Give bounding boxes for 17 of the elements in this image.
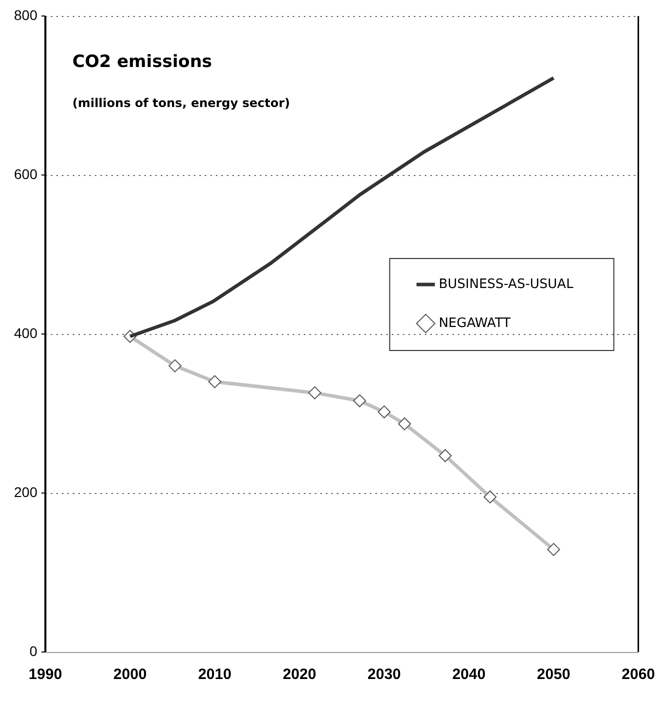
legend-label: NEGAWATT (438, 316, 511, 331)
x-tick-label: 2010 (198, 666, 232, 684)
text: CO2 emissions (72, 52, 212, 72)
x-tick-label: 2050 (536, 666, 570, 684)
x-tick-label: 2020 (282, 666, 316, 684)
y-tick-label: 200 (14, 484, 38, 500)
y-tick-label: 400 (14, 324, 38, 341)
text: (millions of tons, energy sector) (72, 96, 290, 110)
y-tick-label: 800 (14, 6, 38, 23)
y-tick-label: 0 (30, 642, 38, 659)
legend-label: BUSINESS-AS-USUAL (438, 276, 574, 292)
x-tick-label: 2040 (452, 666, 486, 684)
y-tick-label: 600 (14, 166, 38, 182)
x-tick-label: 2060 (622, 666, 656, 684)
x-tick-label: 1990 (28, 666, 62, 684)
x-tick-label: 2000 (113, 666, 147, 684)
x-tick-label: 2030 (368, 666, 401, 684)
